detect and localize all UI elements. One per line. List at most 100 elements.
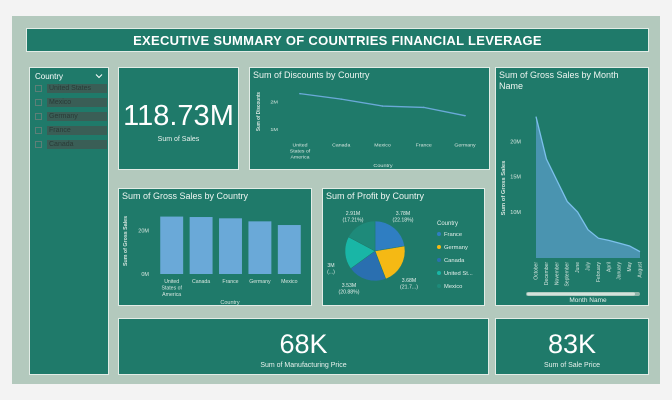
profit-legend-marker-1	[437, 245, 441, 249]
gross-month-x-tick-0: October	[534, 262, 540, 280]
checkbox[interactable]	[35, 85, 42, 92]
profit-slice-percent-0: (22.18%)	[392, 218, 413, 224]
gross-month-x-tick-6: February	[596, 262, 602, 283]
profit-country-title: Sum of Profit by Country	[326, 191, 425, 201]
gross-month-y-tick-2: 20M	[510, 139, 521, 145]
profit-country-card[interactable]: Sum of Profit by Country 3.78M (22.18%) 3.…	[322, 188, 485, 306]
discounts-x-tick-0-line2: America	[290, 155, 309, 160]
profit-slice-2	[350, 250, 387, 282]
gross-country-bar-4	[277, 225, 301, 274]
profit-legend-item-3: United St...	[444, 271, 473, 277]
gross-country-x-tick-0: United	[164, 279, 179, 285]
country-slicer[interactable]: Country United States Mexico Germany Fra…	[29, 67, 109, 375]
gross-country-x-tick-4: Mexico	[281, 279, 298, 285]
profit-slice-percent-1: (21.7...)	[400, 285, 418, 291]
gross-country-bar-1	[189, 217, 213, 274]
slicer-item-label: France	[47, 126, 107, 135]
profit-slice-4	[348, 220, 376, 252]
gross-country-y-axis-label: Sum of Gross Sales	[123, 216, 129, 266]
gross-month-x-tick-5: July	[586, 262, 592, 271]
profit-legend-item-4: Mexico	[444, 284, 462, 290]
discounts-x-tick-0-line1: States of	[290, 149, 311, 154]
checkbox[interactable]	[35, 113, 42, 120]
gross-month-y-axis-label: Sum of Gross Sales	[501, 161, 507, 216]
gross-month-x-tick-8: January	[617, 262, 623, 280]
profit-slice-value-0: 3.78M	[396, 211, 410, 217]
profit-legend-marker-0	[437, 232, 441, 236]
kpi-sale-price-value: 83K	[547, 329, 597, 359]
slicer-item-germany[interactable]: Germany	[35, 112, 107, 121]
slicer-item-label: Germany	[47, 112, 107, 121]
gross-sales-country-card[interactable]: Sum of Gross Sales by Country United Stat…	[118, 188, 312, 306]
chevron-down-icon[interactable]	[95, 72, 103, 80]
slicer-item-label: United States	[47, 84, 107, 93]
gross-month-x-tick-3: September	[565, 262, 571, 287]
discounts-chart-card[interactable]: Sum of Discounts by Country 1M 2M United St…	[249, 67, 490, 170]
slicer-item-united-states[interactable]: United States	[35, 84, 107, 93]
slicer-header[interactable]: Country	[35, 72, 103, 81]
gross-sales-month-card[interactable]: Sum of Gross Sales by Month Name 10M 15M 2…	[495, 67, 649, 306]
discounts-point-4	[464, 114, 466, 117]
gross-country-y-tick-1: 20M	[138, 229, 149, 235]
gross-sales-month-area-chart: 10M 15M 20M October December November Septembe…	[501, 116, 644, 304]
gross-month-x-axis-label: Month Name	[569, 297, 607, 304]
kpi-sales-label: Sum of Sales	[157, 136, 200, 143]
dashboard-title-banner: EXECUTIVE SUMMARY OF COUNTRIES FINANCIAL…	[26, 28, 649, 52]
profit-slice-0	[374, 220, 405, 252]
kpi-card-sale-price: 83K Sum of Sale Price	[495, 318, 649, 375]
gross-month-x-tick-7: April	[606, 262, 612, 272]
gross-month-x-tick-1: December	[544, 262, 550, 285]
profit-legend-item-1: Germany	[444, 245, 468, 251]
checkbox[interactable]	[35, 127, 42, 134]
slicer-item-france[interactable]: France	[35, 126, 107, 135]
profit-slice-percent-3: (...)	[327, 270, 335, 276]
gross-month-y-tick-1: 15M	[510, 175, 521, 181]
gross-country-x-tick-0-line2: America	[162, 292, 181, 298]
kpi-card-manufacturing: 68K Sum of Manufacturing Price	[118, 318, 489, 375]
discounts-y-tick-1: 2M	[270, 100, 278, 105]
discounts-point-1	[340, 98, 343, 100]
slicer-item-mexico[interactable]: Mexico	[35, 98, 107, 107]
profit-slice-value-1: 3.68M	[402, 278, 416, 284]
kpi-sale-price-label: Sum of Sale Price	[543, 362, 601, 369]
gross-month-x-tick-4: June	[575, 262, 581, 273]
gross-country-bar-3	[248, 221, 272, 274]
horizontal-scrollbar-thumb[interactable]	[527, 292, 635, 296]
gross-month-x-tick-2: November	[554, 262, 560, 285]
discounts-x-tick-4: Germany	[454, 143, 476, 148]
slicer-item-label: Canada	[47, 140, 107, 149]
discounts-point-3	[422, 106, 425, 109]
kpi-sales-value: 118.73M	[123, 100, 234, 132]
dashboard-canvas: EXECUTIVE SUMMARY OF COUNTRIES FINANCIAL…	[12, 16, 660, 384]
discounts-y-tick-0: 1M	[270, 128, 278, 133]
profit-slice-value-4: 2.91M	[346, 211, 360, 217]
gross-country-y-tick-0: 0M	[141, 272, 149, 278]
discounts-x-tick-3: France	[416, 143, 433, 148]
profit-country-pie-chart: 3.78M(22.18%) 3.68M(21.7...) 3.53M(20.88%)…	[327, 211, 473, 296]
gross-sales-month-title: Sum of Gross Sales by Month Name	[499, 70, 619, 91]
profit-legend-item-0: France	[444, 232, 462, 238]
checkbox[interactable]	[35, 99, 42, 106]
gross-country-x-tick-3: Germany	[249, 279, 271, 285]
gross-sales-country-title: Sum of Gross Sales by Country	[122, 191, 249, 201]
gross-month-y-tick-0: 10M	[510, 210, 521, 216]
slicer-item-canada[interactable]: Canada	[35, 140, 107, 149]
profit-legend-title: Country	[437, 221, 458, 227]
discounts-x-tick-0: United	[293, 143, 308, 148]
gross-country-x-tick-2: France	[222, 279, 238, 285]
profit-slice-percent-4: (17.21%)	[342, 218, 363, 224]
discounts-point-2	[381, 105, 384, 107]
gross-country-x-tick-1: Canada	[192, 279, 210, 285]
discounts-x-tick-2: Mexico	[374, 143, 391, 148]
kpi-manufacturing-value: 68K	[279, 329, 328, 359]
gross-country-bar-2	[219, 218, 242, 274]
profit-legend-marker-2	[437, 258, 441, 262]
profit-slice-value-3: 3M	[327, 263, 334, 269]
gross-month-x-tick-10: August	[638, 261, 644, 277]
profit-legend-marker-4	[437, 284, 441, 288]
slicer-title: Country	[35, 72, 64, 81]
profit-legend-item-2: Canada	[444, 258, 465, 264]
checkbox[interactable]	[35, 141, 42, 148]
